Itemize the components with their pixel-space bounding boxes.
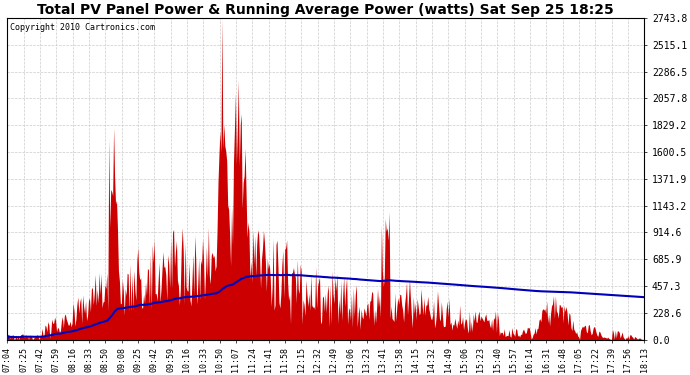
Text: Copyright 2010 Cartronics.com: Copyright 2010 Cartronics.com <box>10 23 155 32</box>
Title: Total PV Panel Power & Running Average Power (watts) Sat Sep 25 18:25: Total PV Panel Power & Running Average P… <box>37 3 614 17</box>
